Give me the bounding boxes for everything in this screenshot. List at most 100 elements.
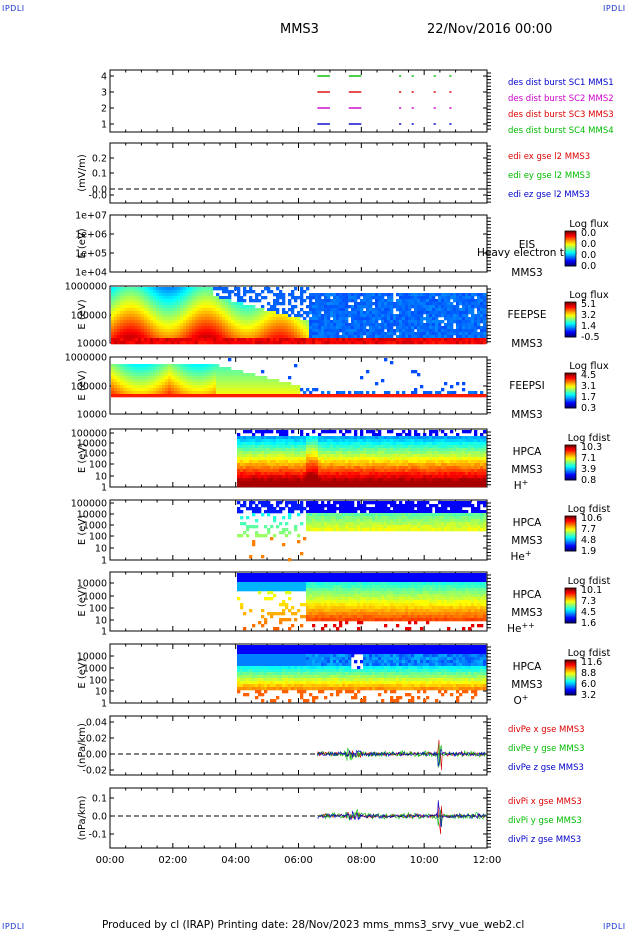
spectrogram-cell xyxy=(216,385,220,389)
spectrogram-cell xyxy=(201,332,205,336)
spectrogram-cell xyxy=(261,439,265,443)
spectrogram-cell xyxy=(270,290,274,294)
spectrogram-cell xyxy=(114,305,118,309)
spectrogram-cell xyxy=(411,305,415,309)
spectrogram-cell xyxy=(468,457,472,461)
spectrogram-cell xyxy=(441,338,445,342)
spectrogram-cell xyxy=(330,463,334,467)
y-tick-label: 0.2 xyxy=(92,154,107,165)
spectrogram-cell xyxy=(375,335,379,339)
spectrogram-cell xyxy=(336,475,340,479)
spectrogram-cell xyxy=(348,326,352,330)
spectrogram-cell xyxy=(132,370,136,374)
colorbar-swatch xyxy=(565,397,576,400)
spectrogram-cell xyxy=(210,370,214,374)
spectrogram-cell xyxy=(471,436,475,440)
spectrogram-cell xyxy=(249,299,253,303)
spectrogram-cell xyxy=(285,326,289,330)
spectrogram-cell xyxy=(423,341,427,345)
spectrogram-cell xyxy=(189,332,193,336)
spectrogram-cell xyxy=(336,335,340,339)
spectrogram-cell xyxy=(369,484,373,488)
spectrogram-cell xyxy=(291,448,295,452)
spectrogram-cell xyxy=(369,293,373,297)
spectrogram-cell xyxy=(135,311,139,315)
spectrogram-cell xyxy=(225,329,229,333)
spectrogram-cell xyxy=(474,305,478,309)
spectrogram-cell xyxy=(210,394,214,398)
spectrogram-cell xyxy=(378,466,382,470)
spectrogram-cell xyxy=(156,305,160,309)
spectrogram-cell xyxy=(291,466,295,470)
spectrogram-cell xyxy=(189,338,193,342)
spectrogram-cell xyxy=(231,290,235,294)
spectrogram-cell xyxy=(387,475,391,479)
spectrogram-cell xyxy=(354,442,358,446)
spectrogram-cell xyxy=(153,367,157,371)
spectrogram-cell xyxy=(147,299,151,303)
spectrogram-cell xyxy=(177,299,181,303)
spectrogram-cell xyxy=(180,391,184,395)
spectrogram-cell xyxy=(276,391,280,395)
spectrogram-cell xyxy=(309,323,313,327)
spectrogram-cell xyxy=(417,305,421,309)
spectrogram-cell xyxy=(441,475,445,479)
spectrogram-cell xyxy=(240,484,244,488)
spectrogram-cell xyxy=(252,478,256,482)
spectrogram-cell xyxy=(408,475,412,479)
y-tick-label: 10000 xyxy=(77,339,107,350)
spectrogram-cell xyxy=(279,448,283,452)
spectrogram-cell xyxy=(351,394,355,398)
spectrogram-cell xyxy=(147,302,151,306)
spectrogram-cell xyxy=(474,469,478,473)
spectrogram-cell xyxy=(159,317,163,321)
spectrogram-cell xyxy=(348,445,352,449)
spectrogram-cell xyxy=(246,308,250,312)
spectrogram-cell xyxy=(153,305,157,309)
spectrogram-cell xyxy=(117,391,121,395)
colorbar-swatch xyxy=(565,261,576,264)
spectrogram-cell xyxy=(432,320,436,324)
spectrogram-cell xyxy=(345,472,349,476)
spectrogram-cell xyxy=(390,296,394,300)
spectrogram-cell xyxy=(186,332,190,336)
spectrogram-cell xyxy=(450,469,454,473)
spectrogram-cell xyxy=(279,445,283,449)
spectrogram-cell xyxy=(372,448,376,452)
spectrogram-cell xyxy=(144,299,148,303)
spectrogram-cell xyxy=(441,332,445,336)
spectrogram-cell xyxy=(465,478,469,482)
spectrogram-cell xyxy=(126,326,130,330)
spectrogram-cell xyxy=(363,296,367,300)
spectrogram-cell xyxy=(447,463,451,467)
spectrogram-cell xyxy=(267,320,271,324)
spectrogram-cell xyxy=(183,290,187,294)
spectrogram-cell xyxy=(318,335,322,339)
spectrogram-cell xyxy=(399,481,403,485)
spectrogram-cell xyxy=(123,326,127,330)
spectrogram-cell xyxy=(204,326,208,330)
spectrogram-cell xyxy=(369,445,373,449)
spectrogram-cell xyxy=(474,320,478,324)
spectrogram-cell xyxy=(369,338,373,342)
spectrogram-cell xyxy=(177,364,181,368)
spectrogram-cell xyxy=(120,293,124,297)
spectrogram-cell xyxy=(438,394,442,398)
spectrogram-cell xyxy=(378,469,382,473)
spectrogram-cell xyxy=(402,329,406,333)
colorbar-tick-label: 0.0 xyxy=(581,239,596,250)
spectrogram-cell xyxy=(144,394,148,398)
spectrogram-cell xyxy=(408,314,412,318)
spectrogram-cell xyxy=(363,311,367,315)
spectrogram-cell xyxy=(399,475,403,479)
spectrogram-cell xyxy=(441,439,445,443)
spectrogram-cell xyxy=(300,293,304,297)
spectrogram-cell xyxy=(255,442,259,446)
spectrogram-cell xyxy=(255,475,259,479)
spectrogram-cell xyxy=(315,448,319,452)
spectrogram-cell xyxy=(444,463,448,467)
spectrogram-cell xyxy=(366,329,370,333)
spectrogram-cell xyxy=(252,391,256,395)
spectrogram-cell xyxy=(357,314,361,318)
spectrogram-cell xyxy=(183,311,187,315)
